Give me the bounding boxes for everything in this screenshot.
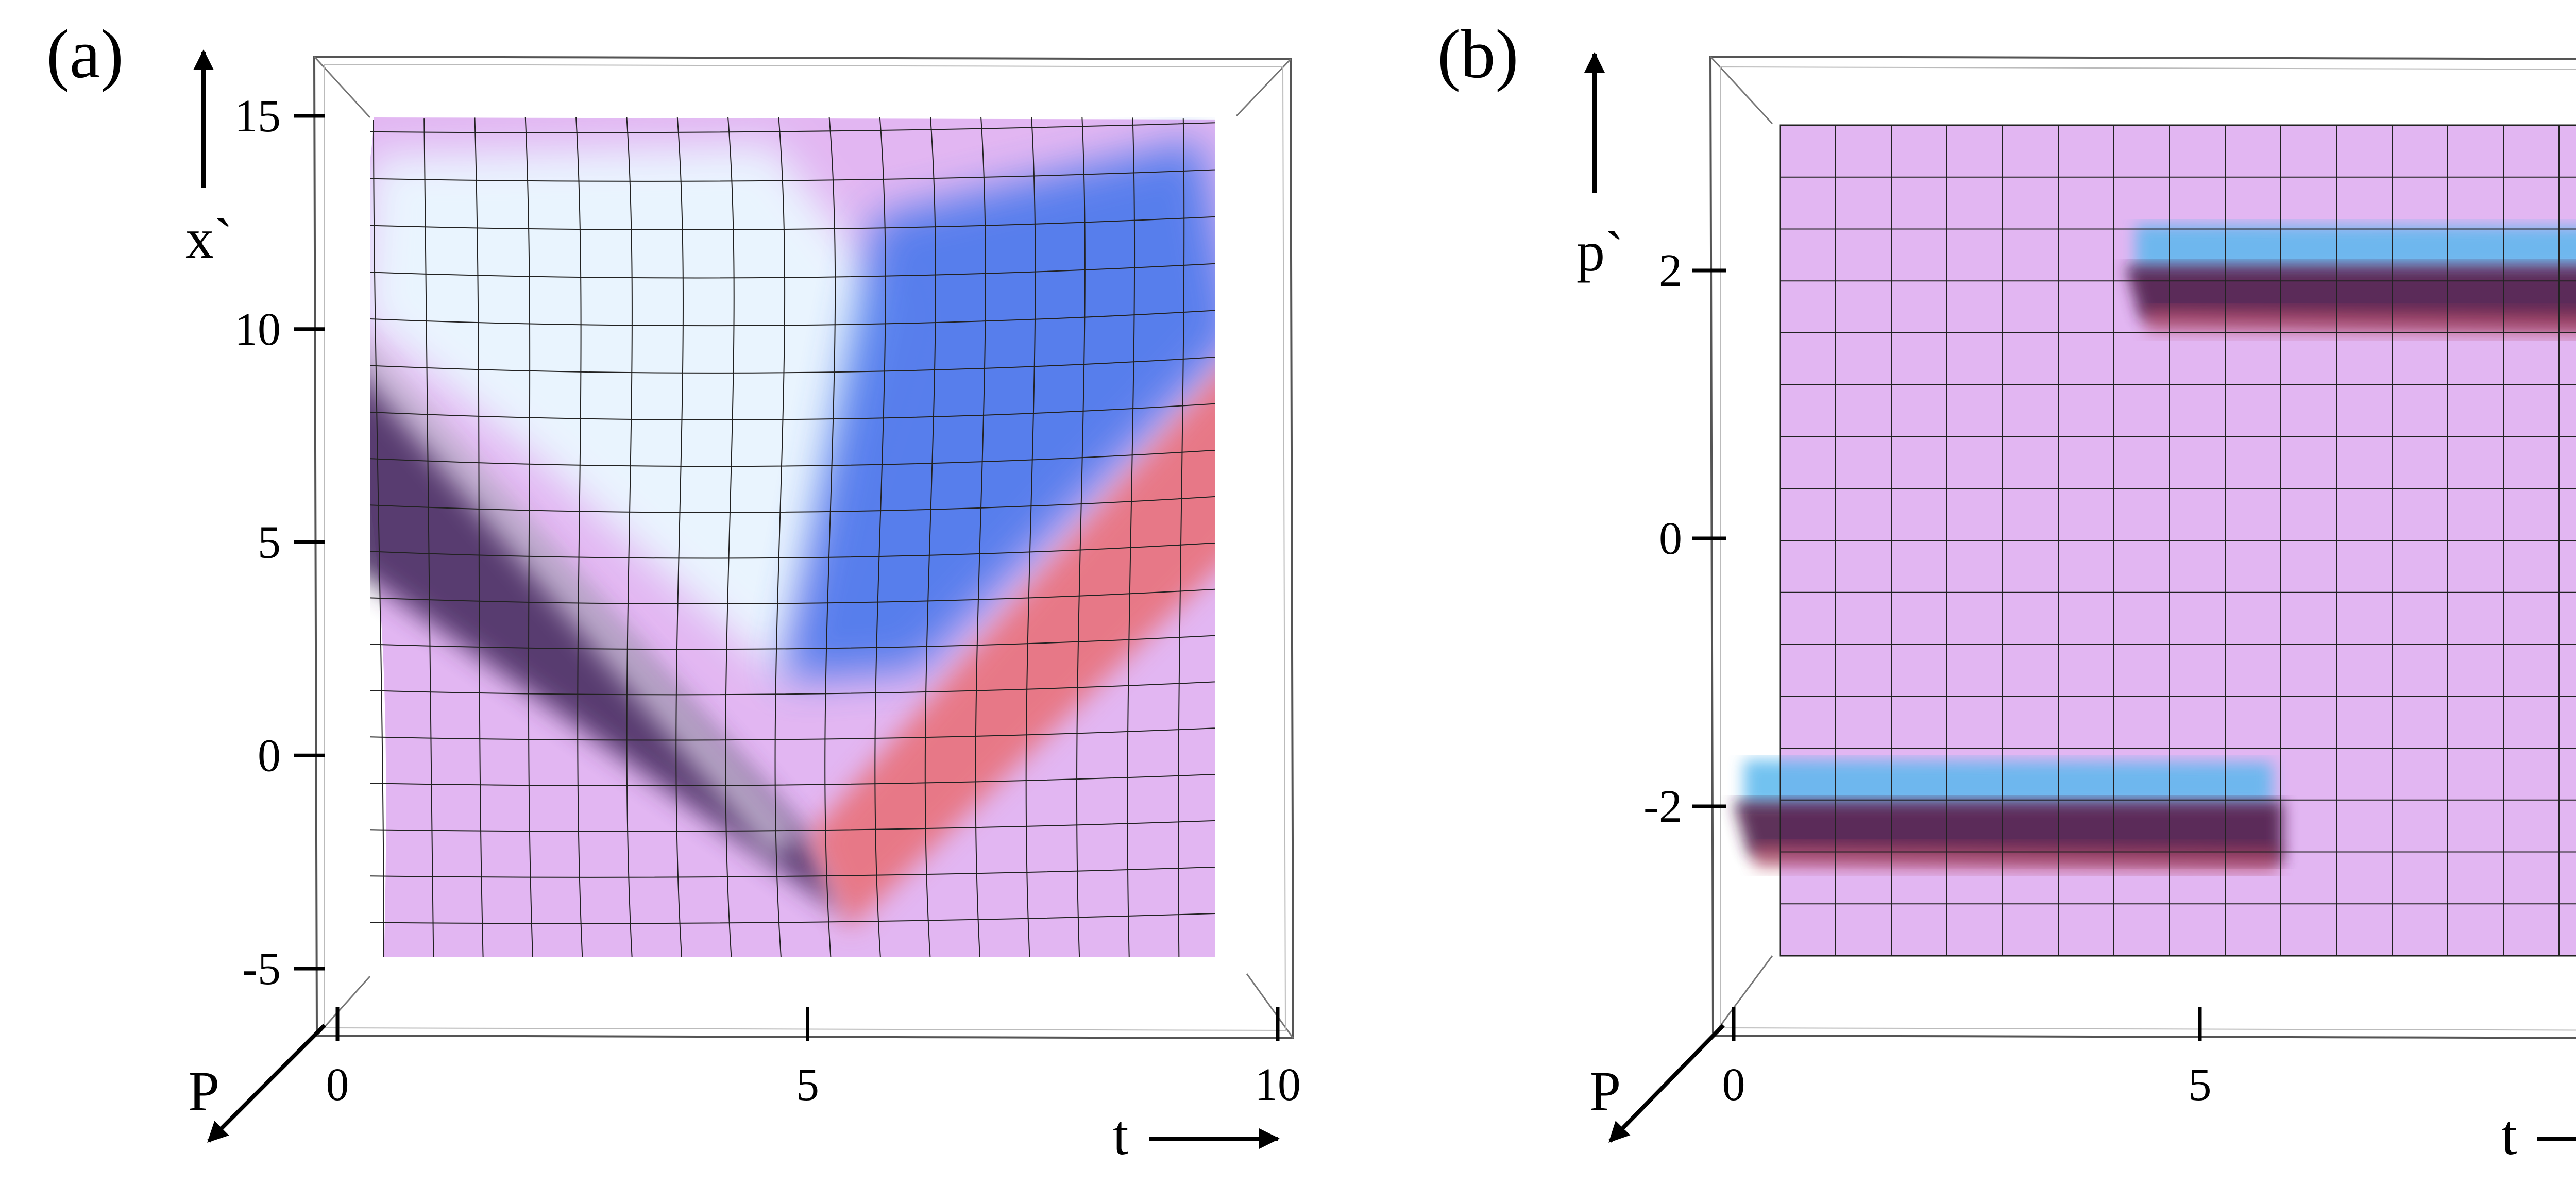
ridge-pneg <box>1734 760 2283 873</box>
y-tick-label: 0 <box>1659 513 1682 564</box>
y-tick-label: 5 <box>258 517 281 568</box>
surface-grid <box>1779 124 2576 957</box>
x-tick-label: 0 <box>1722 1059 1745 1110</box>
p-axis-label: P <box>1589 1060 1621 1123</box>
y-axis-label: x` <box>185 207 233 270</box>
y-tick-label: -2 <box>1643 781 1682 832</box>
panel-label-b: (b) <box>1437 16 1518 93</box>
panel-label-a: (a) <box>46 16 124 93</box>
t-axis-label: t <box>2501 1104 2517 1166</box>
p-axis-arrow <box>1608 1024 1725 1143</box>
y-axis: 2 0 -2 p` <box>1577 52 1726 832</box>
x-tick-label: 10 <box>1255 1059 1301 1110</box>
panel-a: 15 10 5 0 -5 x` 0 5 10 t P (a) <box>46 16 1301 1166</box>
y-tick-label: 10 <box>234 304 281 355</box>
p-axis-arrow <box>207 1024 326 1143</box>
t-axis-label: t <box>1113 1104 1129 1166</box>
x-axis: 0 5 10 t <box>326 1007 1301 1166</box>
y-tick-label: -5 <box>242 943 281 994</box>
x-tick-label: 5 <box>796 1059 819 1110</box>
x-tick-label: 0 <box>326 1059 349 1110</box>
p-axis: P <box>188 1024 326 1143</box>
surface <box>370 117 1215 957</box>
surface-grid <box>370 117 1215 957</box>
x-tick-label: 5 <box>2189 1059 2212 1110</box>
p-axis: P <box>1589 1024 1725 1143</box>
y-tick-label: 0 <box>258 730 281 781</box>
p-axis-label: P <box>188 1060 219 1123</box>
y-tick-label: 15 <box>234 91 281 142</box>
y-tick-label: 2 <box>1659 245 1682 296</box>
y-axis-label: p` <box>1577 220 1624 283</box>
y-axis: 15 10 5 0 -5 x` <box>185 49 325 994</box>
